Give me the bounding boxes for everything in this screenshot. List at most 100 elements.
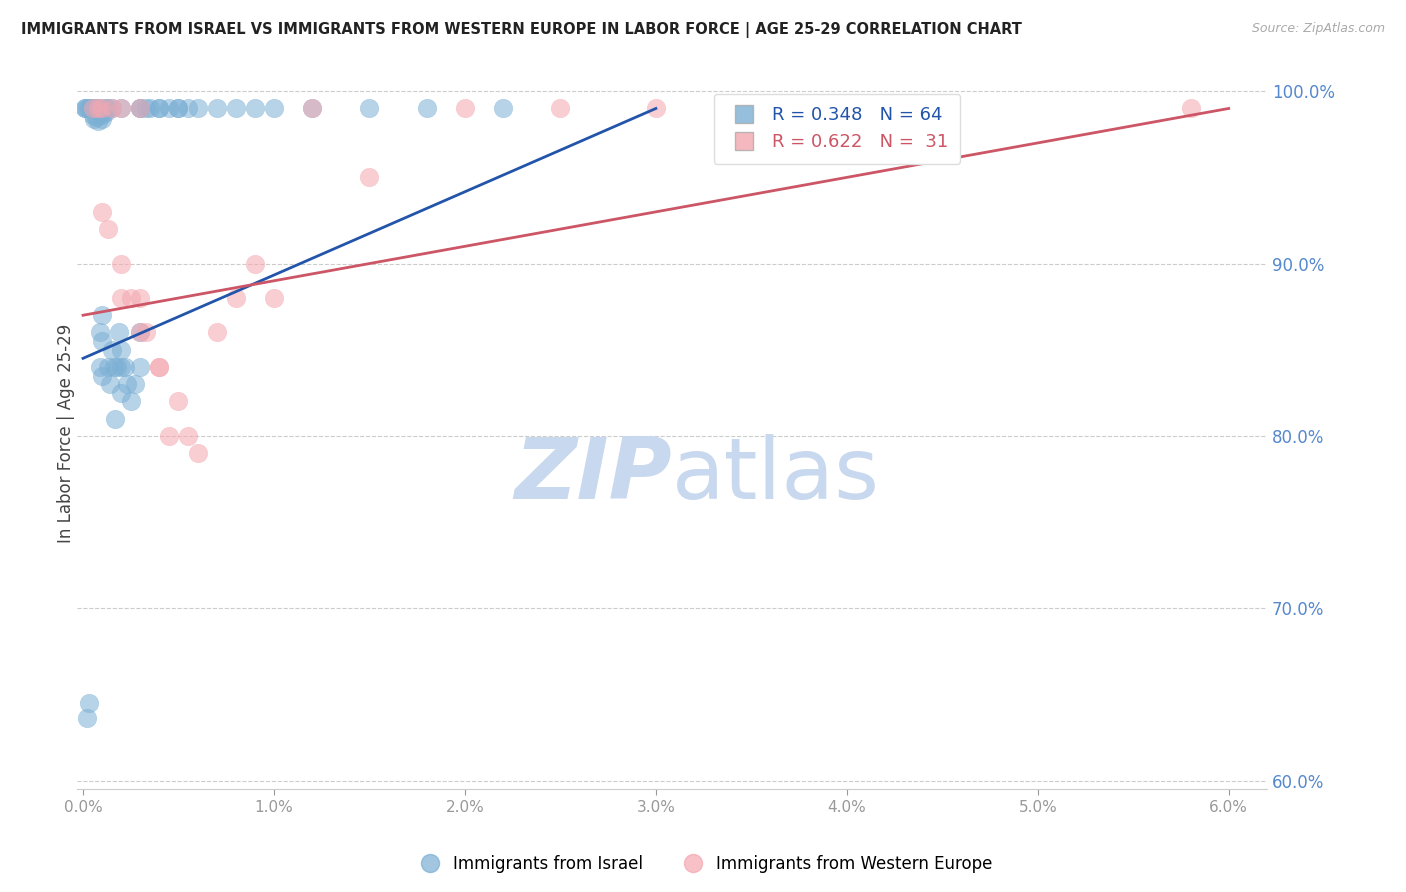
Point <box>110 385 132 400</box>
Point <box>492 102 515 116</box>
Point <box>416 102 439 116</box>
Legend: Immigrants from Israel, Immigrants from Western Europe: Immigrants from Israel, Immigrants from … <box>406 848 1000 880</box>
Point <box>94 102 117 116</box>
Point <box>86 102 108 116</box>
Point <box>91 334 114 348</box>
Point <box>243 256 266 270</box>
Point <box>91 102 114 116</box>
Point <box>103 359 125 374</box>
Point <box>110 359 132 374</box>
Point <box>91 104 114 119</box>
Point <box>139 102 162 116</box>
Point <box>129 359 152 374</box>
Point <box>135 326 157 340</box>
Point <box>110 102 132 116</box>
Point <box>225 291 247 305</box>
Point <box>129 291 152 305</box>
Point <box>82 102 104 116</box>
Point <box>97 359 120 374</box>
Point <box>77 696 100 710</box>
Point <box>177 429 200 443</box>
Point <box>1180 102 1202 116</box>
Point <box>82 102 104 116</box>
Text: ZIP: ZIP <box>515 434 672 517</box>
Text: Source: ZipAtlas.com: Source: ZipAtlas.com <box>1251 22 1385 36</box>
Text: IMMIGRANTS FROM ISRAEL VS IMMIGRANTS FROM WESTERN EUROPE IN LABOR FORCE | AGE 25: IMMIGRANTS FROM ISRAEL VS IMMIGRANTS FRO… <box>21 22 1022 38</box>
Point <box>79 102 101 116</box>
Point <box>120 394 142 409</box>
Point <box>301 102 323 116</box>
Point <box>108 326 131 340</box>
Point <box>148 102 170 116</box>
Point <box>129 102 152 116</box>
Point <box>76 102 98 116</box>
Point <box>124 377 146 392</box>
Point <box>87 102 110 116</box>
Point <box>94 104 117 119</box>
Point <box>87 102 110 116</box>
Point <box>89 326 111 340</box>
Point <box>157 429 180 443</box>
Point <box>73 102 96 116</box>
Point <box>87 113 110 128</box>
Point <box>100 343 122 357</box>
Point <box>157 102 180 116</box>
Point <box>120 291 142 305</box>
Point <box>115 377 138 392</box>
Point <box>359 170 381 185</box>
Point <box>110 291 132 305</box>
Point <box>100 102 122 116</box>
Point <box>105 359 128 374</box>
Point <box>100 102 122 116</box>
Point <box>97 102 120 116</box>
Point <box>187 102 209 116</box>
Point <box>91 108 114 122</box>
Point <box>148 102 170 116</box>
Point <box>83 102 105 116</box>
Point <box>205 102 228 116</box>
Point <box>91 205 114 219</box>
Point <box>454 102 477 116</box>
Point <box>135 102 157 116</box>
Point <box>835 102 858 116</box>
Point <box>110 102 132 116</box>
Point <box>148 359 170 374</box>
Point <box>110 343 132 357</box>
Text: atlas: atlas <box>672 434 880 517</box>
Point <box>91 368 114 383</box>
Point <box>167 102 190 116</box>
Point <box>205 326 228 340</box>
Point <box>167 102 190 116</box>
Point <box>104 411 127 425</box>
Point <box>97 222 120 236</box>
Point <box>263 102 285 116</box>
Point <box>82 108 104 122</box>
Y-axis label: In Labor Force | Age 25-29: In Labor Force | Age 25-29 <box>58 324 75 543</box>
Point <box>243 102 266 116</box>
Point <box>76 711 98 725</box>
Point <box>91 102 114 116</box>
Point <box>359 102 381 116</box>
Point <box>187 446 209 460</box>
Point <box>644 102 666 116</box>
Point <box>129 326 152 340</box>
Point <box>129 326 152 340</box>
Point <box>86 110 108 124</box>
Point <box>129 102 152 116</box>
Point <box>114 359 136 374</box>
Point <box>177 102 200 116</box>
Legend: R = 0.348   N = 64, R = 0.622   N =  31: R = 0.348 N = 64, R = 0.622 N = 31 <box>714 94 960 164</box>
Point <box>167 394 190 409</box>
Point <box>263 291 285 305</box>
Point <box>301 102 323 116</box>
Point <box>110 256 132 270</box>
Point <box>83 112 105 126</box>
Point <box>148 359 170 374</box>
Point <box>225 102 247 116</box>
Point <box>550 102 572 116</box>
Point <box>73 102 96 116</box>
Point <box>98 377 121 392</box>
Point <box>89 359 111 374</box>
Point <box>91 308 114 322</box>
Point <box>77 102 100 116</box>
